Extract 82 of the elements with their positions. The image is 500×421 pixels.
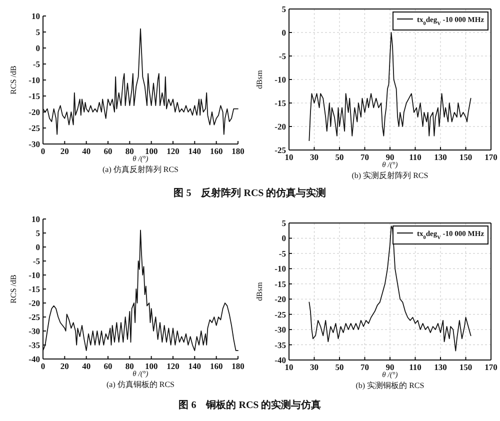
x-tick-label: 110 <box>409 362 422 372</box>
y-tick-label: -25 <box>274 309 286 320</box>
y-tick-label: -20 <box>274 122 286 132</box>
y-tick-label: -5 <box>278 51 286 61</box>
text: (a) 仿真反射阵列 RCS <box>102 165 178 174</box>
y-tick-label: 0 <box>282 28 286 38</box>
x-tick-label: 70 <box>360 362 369 372</box>
x-tick-label: 170 <box>484 152 498 162</box>
y-tick-label: 10 <box>32 11 40 21</box>
x-tick-label: 70 <box>360 152 369 162</box>
x-tick-label: 30 <box>310 152 318 162</box>
y-tick-label: -5 <box>32 256 40 266</box>
x-tick-label: 130 <box>434 362 447 372</box>
y-tick-label: 5 <box>36 27 40 37</box>
text: (a) 仿真铜板的 RCS <box>106 380 174 389</box>
y-tick-label: 10 <box>32 214 40 224</box>
y-tick-label: 5 <box>36 228 40 238</box>
x-tick-label: 30 <box>310 362 318 372</box>
x-tick-label: 50 <box>335 362 344 372</box>
y-tick-label: -5 <box>278 248 286 258</box>
x-tick-label: 140 <box>188 146 202 156</box>
line-series <box>308 32 472 142</box>
x-tick-label: 130 <box>434 152 447 162</box>
y-axis-title: RCS /dB <box>9 66 18 94</box>
x-tick-label: 110 <box>409 152 422 162</box>
x-tick-label: 80 <box>125 361 134 371</box>
caption: 图 6 铜板的 RCS 的实测与仿真 <box>178 399 322 411</box>
y-tick-label: 5 <box>282 218 286 228</box>
x-tick-label: 40 <box>82 146 91 156</box>
text: (b) 实测反射阵列 RCS <box>352 171 428 180</box>
y-tick-label: -20 <box>28 107 40 117</box>
y-axis-title: RCS /dB <box>9 274 18 304</box>
x-tick-label: 50 <box>335 152 344 162</box>
x-tick-label: 20 <box>60 361 69 371</box>
x-tick-label: 140 <box>188 361 202 371</box>
y-tick-label: 0 <box>36 242 40 252</box>
y-tick-label: -30 <box>28 326 40 336</box>
y-axis-title: dBsm <box>255 281 264 301</box>
x-tick-label: 150 <box>459 362 472 372</box>
y-tick-label: -25 <box>274 145 286 155</box>
x-tick-label: 160 <box>210 361 223 371</box>
x-tick-label: 150 <box>459 152 472 162</box>
x-tick-label: 120 <box>166 361 180 371</box>
y-tick-label: -35 <box>274 340 286 350</box>
x-tick-label: 60 <box>104 361 112 371</box>
x-tick-label: 80 <box>125 146 134 156</box>
y-tick-label: -10 <box>274 264 286 274</box>
y-tick-label: -35 <box>28 340 40 350</box>
y-tick-label: -5 <box>32 59 40 69</box>
y-tick-label: -40 <box>274 355 286 365</box>
x-tick-label: 160 <box>210 146 223 156</box>
x-tick-label: 100 <box>144 361 158 371</box>
y-tick-label: -10 <box>28 270 40 280</box>
x-tick-label: 170 <box>484 362 498 372</box>
x-tick-label: 180 <box>232 146 244 156</box>
y-tick-label: -15 <box>274 278 286 289</box>
y-tick-label: -30 <box>274 324 286 335</box>
x-tick-label: 40 <box>82 361 91 371</box>
x-tick-label: 60 <box>104 146 112 156</box>
x-tick-label: 20 <box>60 146 69 156</box>
y-tick-label: -25 <box>28 312 40 322</box>
y-tick-label: 0 <box>282 233 286 244</box>
y-tick-label: 0 <box>36 43 40 53</box>
y-tick-label: 5 <box>282 4 286 14</box>
y-axis-title: dBsm <box>255 69 264 89</box>
y-tick-label: -40 <box>28 354 40 364</box>
x-tick-label: 90 <box>386 362 394 372</box>
x-tick-label: 180 <box>232 361 244 371</box>
y-tick-label: -20 <box>28 298 40 308</box>
y-tick-label: -15 <box>28 91 40 101</box>
y-tick-label: -25 <box>28 123 40 133</box>
x-tick-label: 90 <box>386 152 394 162</box>
x-tick-label: 100 <box>144 146 158 156</box>
y-tick-label: -15 <box>274 98 286 108</box>
y-tick-label: -20 <box>274 294 286 304</box>
x-tick-label: 120 <box>166 146 180 156</box>
y-tick-label: -10 <box>274 74 286 84</box>
y-tick-label: -15 <box>28 284 40 294</box>
y-tick-label: -30 <box>28 139 40 149</box>
caption: 图 5 反射阵列 RCS 的仿真与实测 <box>174 187 326 199</box>
y-tick-label: -10 <box>28 75 40 85</box>
text: (b) 实测铜板的 RCS <box>356 381 424 390</box>
